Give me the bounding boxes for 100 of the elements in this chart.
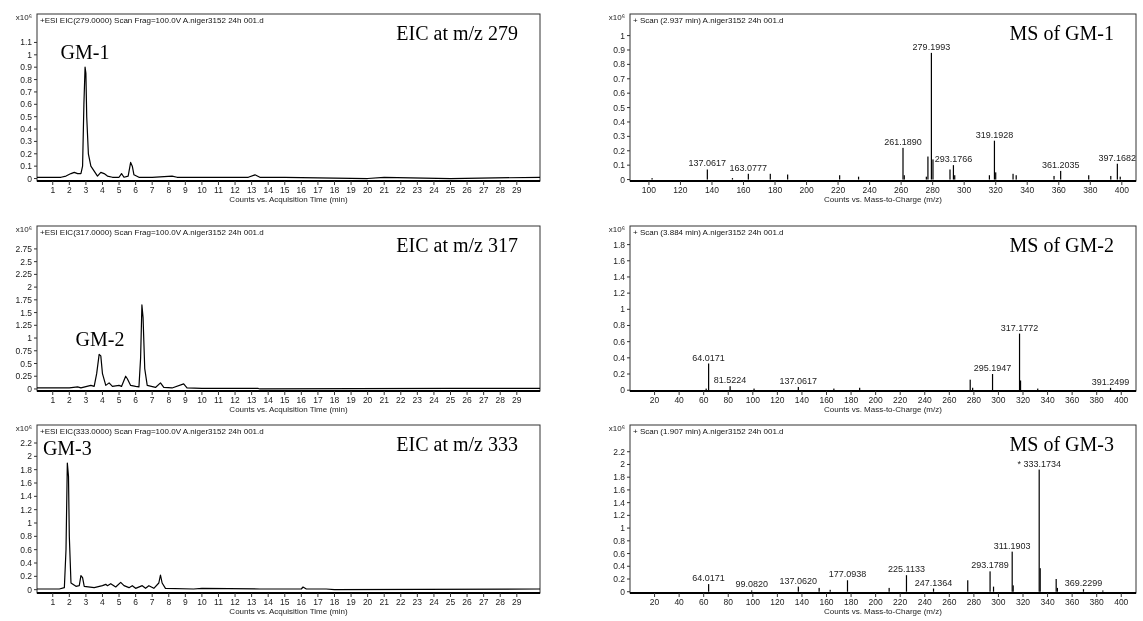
x-tick-label: 200 [868, 597, 883, 607]
y-tick-label: 1 [620, 30, 626, 41]
x-tick-label: 9 [182, 597, 188, 607]
x-tick-label: 5 [116, 597, 122, 607]
y-tick-label: 0.8 [20, 74, 33, 85]
y-tick-label: 1.5 [20, 307, 33, 318]
y-tick-label: 1 [27, 518, 33, 528]
x-tick-label: 23 [412, 185, 423, 195]
x-tick-label: 380 [1083, 185, 1098, 195]
y-tick-label: 0.1 [613, 160, 626, 171]
y-tick-label: 1.6 [613, 255, 626, 266]
y-tick-label: 0.8 [20, 531, 33, 542]
y-tick-label: 0.6 [613, 336, 626, 347]
y-tick-label: 0.3 [20, 136, 33, 147]
chart-title: +ESI EIC(317.0000) Scan Frag=100.0V A.niger3152 24h 001.d [40, 228, 264, 237]
y-tick-label: 1.2 [20, 504, 33, 515]
annotation: EIC at m/z 317 [396, 234, 518, 256]
x-tick-label: 400 [1114, 597, 1129, 607]
x-tick-label: 5 [116, 395, 122, 405]
annotation: 311.1903 [993, 540, 1031, 551]
annotation: 137.0617 [688, 158, 727, 169]
line-series [36, 462, 541, 591]
y-tick-label: 1.6 [20, 478, 33, 488]
x-tick-label: 14 [263, 597, 274, 607]
x-tick-label: 280 [966, 597, 982, 607]
x-tick-label: 180 [843, 597, 859, 607]
annotation: 369.2299 [1064, 578, 1103, 589]
annotation: 64.0171 [692, 573, 725, 584]
x-tick-label: 100 [745, 597, 761, 607]
x-tick-label: 240 [862, 185, 877, 195]
x-tick-label: 29 [512, 185, 522, 195]
y-axis-title: x10⁶ [608, 424, 625, 433]
y-tick-label: 0.6 [20, 544, 33, 555]
y-tick-label: 0.4 [20, 124, 33, 135]
x-tick-label: 21 [379, 597, 390, 607]
y-tick-label: 0.8 [613, 535, 626, 546]
x-tick-label: 4 [100, 395, 106, 405]
y-tick-label: 2.5 [20, 256, 33, 267]
x-tick-label: 12 [230, 185, 241, 195]
y-tick-label: 0.6 [613, 88, 626, 99]
x-tick-label: 40 [674, 395, 685, 405]
x-tick-label: 4 [100, 597, 106, 607]
y-tick-label: 1.2 [613, 288, 626, 299]
x-tick-label: 13 [246, 597, 257, 607]
y-tick-label: 1.2 [613, 510, 626, 521]
y-tick-label: 0 [620, 174, 626, 185]
x-tick-label: 14 [263, 185, 274, 195]
x-tick-label: 26 [462, 185, 473, 195]
x-tick-label: 100 [641, 185, 657, 195]
y-tick-label: 0.5 [20, 111, 33, 122]
x-tick-label: 2 [66, 185, 72, 195]
y-tick-label: 0.4 [613, 116, 626, 127]
annotation: 293.1789 [971, 560, 1009, 571]
annotation: 391.2499 [1091, 376, 1130, 387]
x-tick-label: 360 [1065, 395, 1080, 405]
x-tick-label: 280 [966, 395, 982, 405]
x-tick-label: 320 [988, 185, 1004, 195]
x-tick-label: 7 [149, 185, 155, 195]
x-tick-label: 260 [942, 395, 957, 405]
x-tick-label: 17 [313, 395, 323, 405]
y-tick-label: 1.4 [20, 491, 33, 502]
x-tick-label: 22 [396, 597, 406, 607]
annotation: 361.2035 [1041, 159, 1080, 170]
y-tick-label: 2.2 [20, 438, 33, 448]
y-tick-label: 0.5 [20, 358, 33, 369]
x-tick-label: 19 [346, 185, 357, 195]
x-tick-label: 300 [957, 185, 972, 195]
y-tick-label: 0.6 [20, 99, 33, 110]
y-tick-label: 1 [27, 49, 33, 60]
x-tick-label: 23 [412, 395, 423, 405]
x-tick-label: 20 [649, 395, 660, 405]
x-tick-label: 20 [362, 395, 373, 405]
x-tick-label: 27 [478, 395, 489, 405]
y-axis-title: x10⁶ [15, 225, 32, 234]
x-tick-label: 6 [133, 395, 139, 405]
x-axis-title: Counts vs. Acquisition Time (min) [229, 607, 348, 616]
x-axis-title: Counts vs. Acquisition Time (min) [229, 405, 348, 414]
x-tick-label: 16 [296, 185, 307, 195]
x-tick-label: 9 [182, 395, 188, 405]
annotation: 225.1133 [888, 564, 925, 575]
annotation: 293.1766 [934, 154, 973, 165]
x-tick-label: 17 [313, 185, 323, 195]
annotation: 163.0777 [729, 162, 768, 173]
y-tick-label: 0.9 [20, 62, 33, 73]
x-tick-label: 23 [412, 597, 423, 607]
y-tick-label: 0.4 [613, 561, 626, 572]
y-axis-title: x10⁶ [15, 424, 32, 433]
x-tick-label: 4 [100, 185, 106, 195]
annotation: 295.1947 [973, 363, 1012, 374]
x-tick-label: 7 [149, 597, 155, 607]
annotation: 261.1890 [884, 136, 922, 147]
y-tick-label: 0.9 [613, 44, 626, 55]
x-tick-label: 140 [794, 597, 810, 607]
annotation: 177.0938 [828, 569, 867, 580]
x-tick-label: 1 [50, 597, 56, 607]
y-tick-label: 1.1 [20, 37, 33, 48]
y-tick-label: 0.2 [613, 145, 626, 156]
x-tick-label: 340 [1020, 185, 1035, 195]
x-tick-label: 180 [843, 395, 859, 405]
x-axis-title: Counts vs. Mass-to-Charge (m/z) [824, 195, 943, 204]
